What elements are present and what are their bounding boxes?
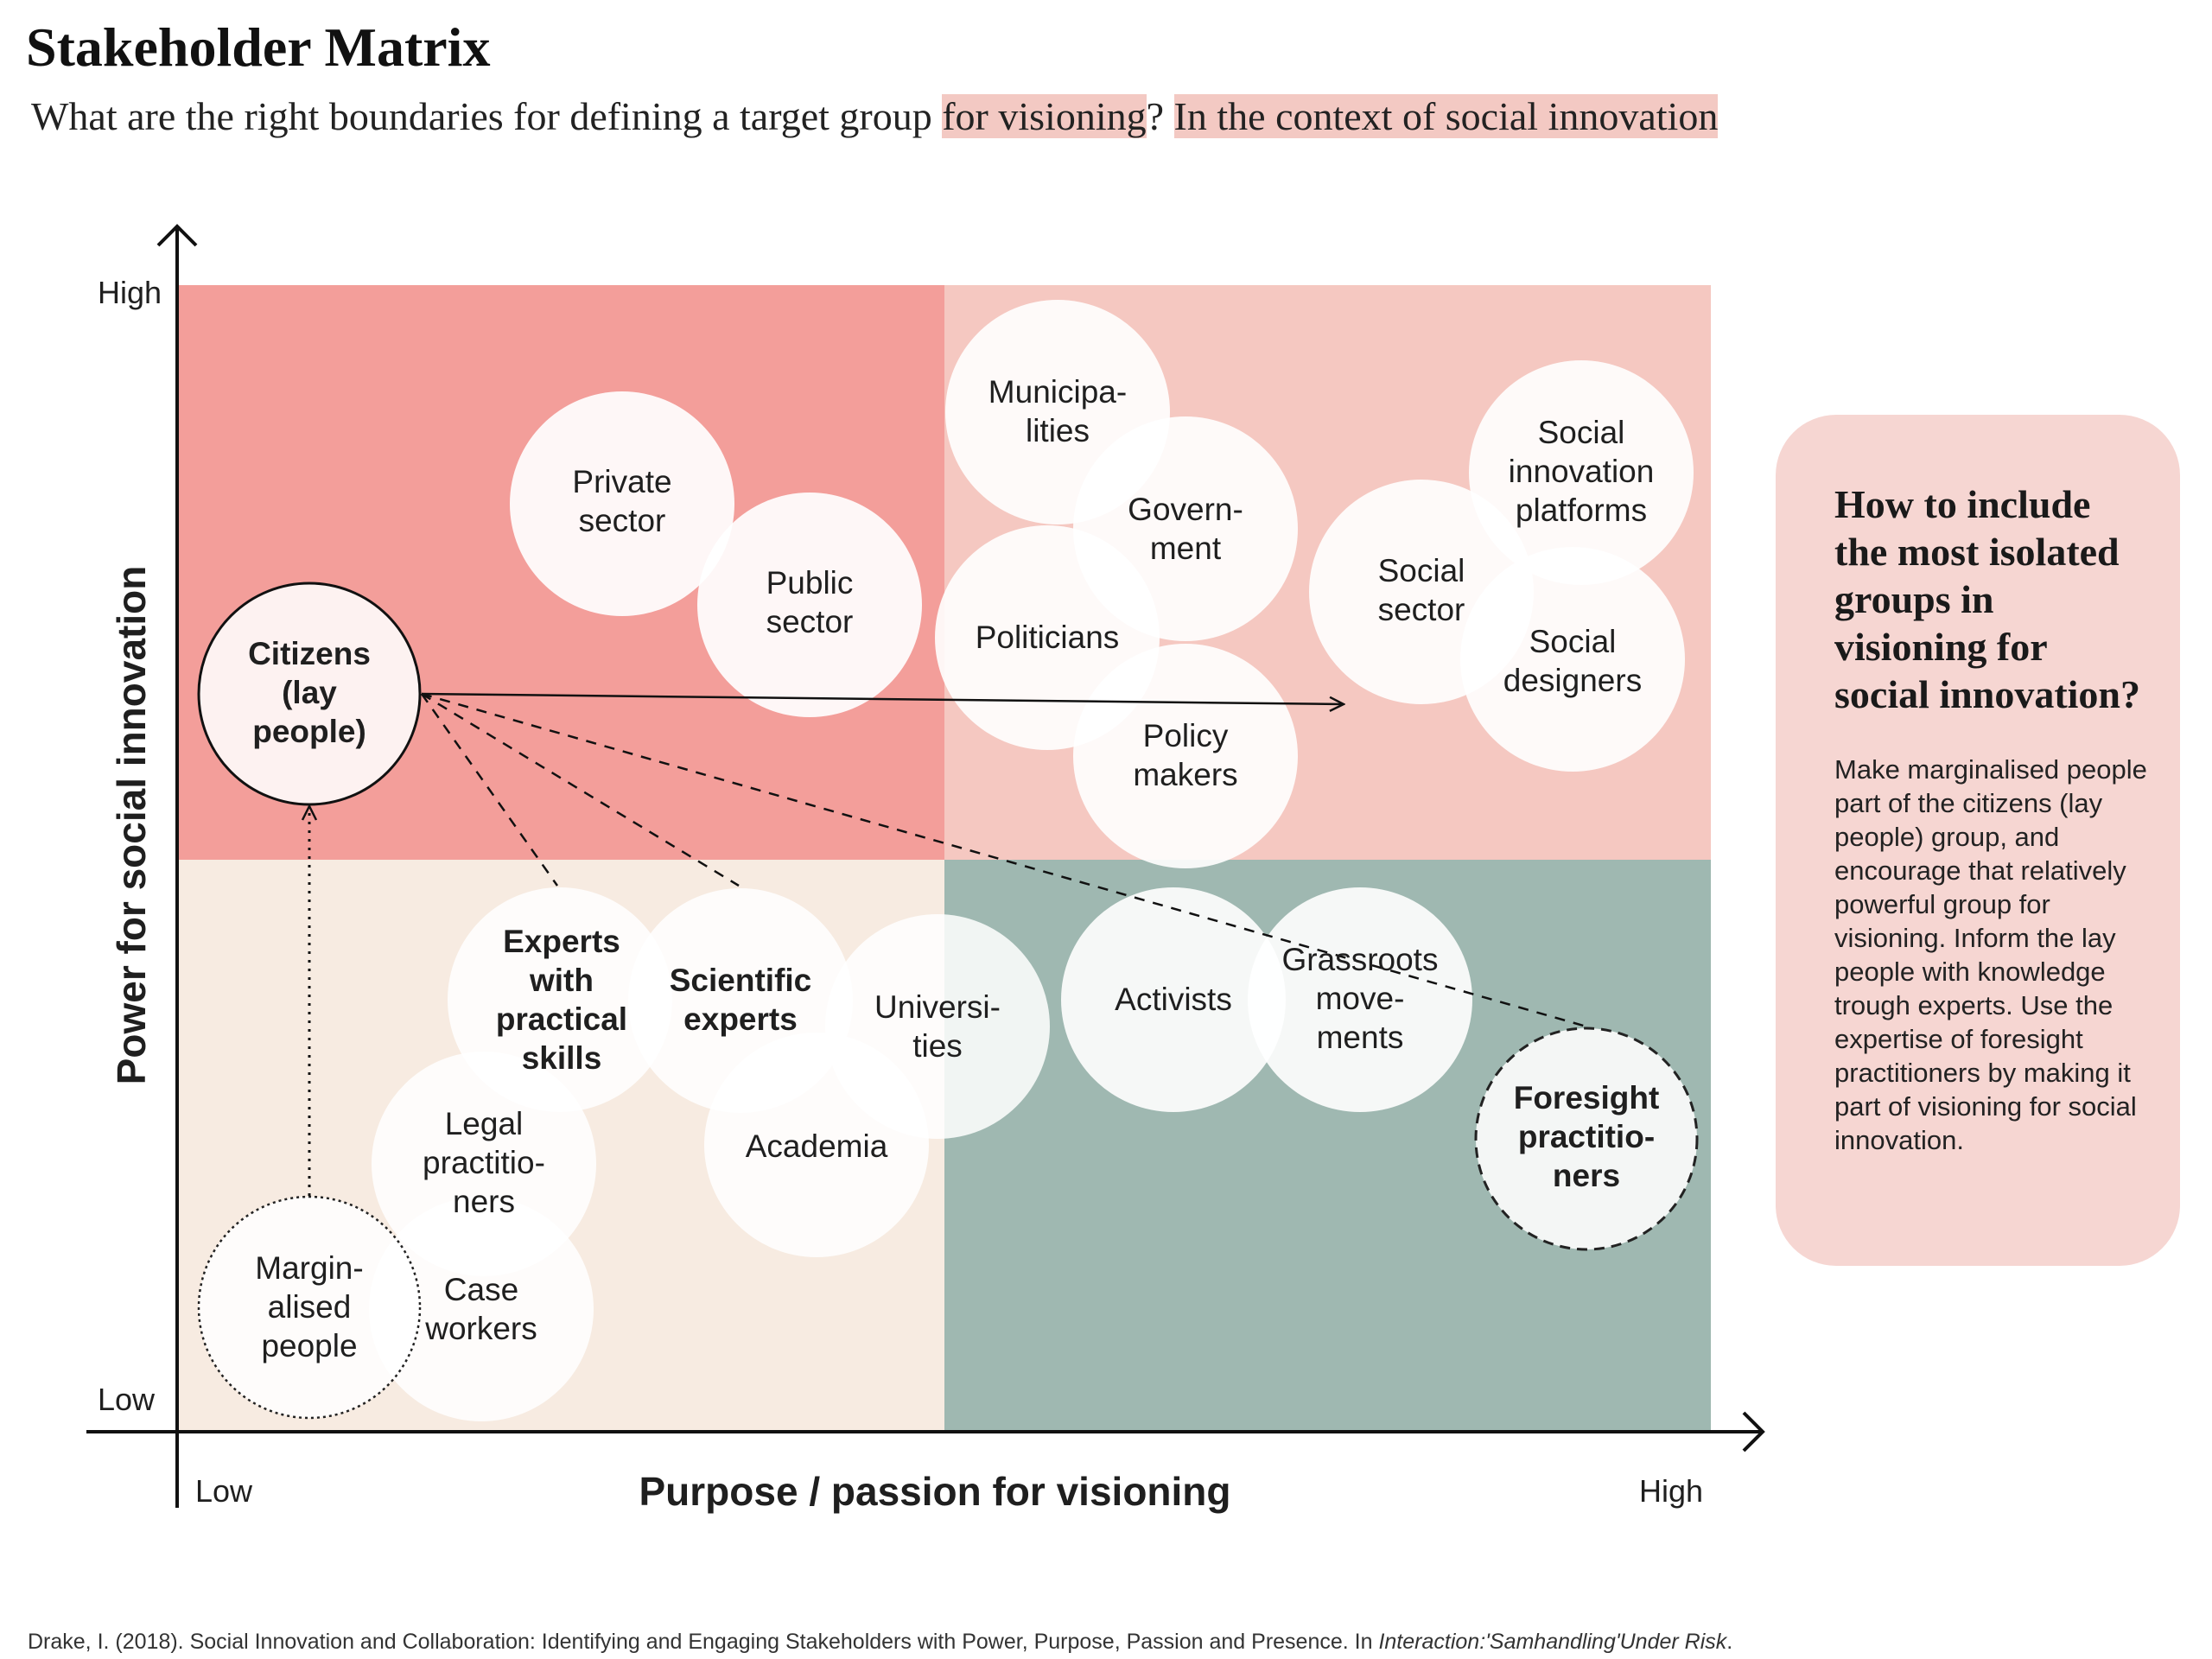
x-axis-high: High [1639,1473,1703,1509]
bubble-scientific-experts [628,888,853,1113]
bubble-case-workers [369,1197,594,1421]
info-panel-body: Make marginalised people part of the cit… [1834,754,2147,1155]
dashed-link-experts [420,693,559,887]
info-panel-title: How to include the most isolated groups … [1834,482,2141,716]
label-municipalities: Municipa-lities [988,374,1127,448]
bubble-experts-practical [448,887,672,1112]
citation-italic: Interaction:'Samhandling'Under Risk [1378,1630,1727,1654]
info-panel: How to include the most isolated groups … [1776,415,2180,1266]
x-axis-label: Purpose / passion for visioning [639,1469,1231,1514]
subtitle-text-2: ? [1146,94,1174,138]
bubble-marginalised [197,1195,422,1420]
label-scientific-experts: Scientific experts [670,963,812,1037]
bubble-policy-makers [1073,644,1298,868]
x-axis-low: Low [195,1473,253,1509]
citation: Drake, I. (2018). Social Innovation and … [28,1630,1732,1655]
label-social-designers: Social designers [1503,624,1642,698]
bubble-activists [1061,887,1286,1112]
label-activists: Activists [1115,982,1232,1017]
label-public-sector: Public sector [766,565,854,639]
label-case-workers: Case workers [424,1272,537,1346]
label-social-innovation-platforms: Social innovation platforms [1509,415,1655,528]
bubble-foresight [1474,1027,1699,1251]
label-experts-practical: Experts with practical skills [496,924,627,1076]
bubble-grassroots [1248,887,1472,1112]
label-policy-makers: Policy makers [1133,718,1237,792]
y-axis-high: High [98,275,162,310]
dashed-link-scientific [421,692,740,887]
bubble-private-sector [510,391,734,616]
subtitle-highlight-social-innovation: In the context of social innovation [1173,94,1719,138]
page-subtitle: What are the right boundaries for defini… [31,93,1719,139]
x-axis-arrowhead [1742,1411,1765,1452]
y-axis-label: Power for social innovation [109,566,154,1085]
page-title: Stakeholder Matrix [26,16,491,78]
bubble-universities [825,914,1050,1139]
label-marginalised: Margin-alised people [255,1250,363,1363]
label-private-sector: Private sector [572,464,671,538]
bubble-public-sector [697,493,922,717]
label-social-sector: Social sector [1378,553,1465,627]
label-citizens: Citizens (lay people) [248,636,371,749]
label-foresight: Foresight practitio-ners [1514,1080,1660,1193]
citation-text: Drake, I. (2018). Social Innovation and … [28,1630,1379,1654]
y-axis-arrowhead [156,224,198,247]
label-academia: Academia [746,1128,888,1164]
arrow-citizens-to-policy [421,692,1344,704]
label-legal-practitioners: Legal practitio-ners [423,1106,545,1219]
label-universities: Universi-ties [874,989,1001,1064]
label-politicians: Politicians [976,620,1120,655]
subtitle-text-1: What are the right boundaries for defini… [31,94,943,138]
y-axis-low: Low [98,1382,156,1417]
label-government: Govern-ment [1128,492,1243,566]
subtitle-highlight-visioning: for visioning [942,94,1147,138]
dashed-link-foresight [421,692,1587,1028]
bubble-social-designers [1460,547,1685,772]
citation-end: . [1726,1630,1733,1654]
bubble-social-innovation-platforms [1469,360,1694,585]
label-grassroots: Grassroots move-ments [1282,942,1439,1055]
